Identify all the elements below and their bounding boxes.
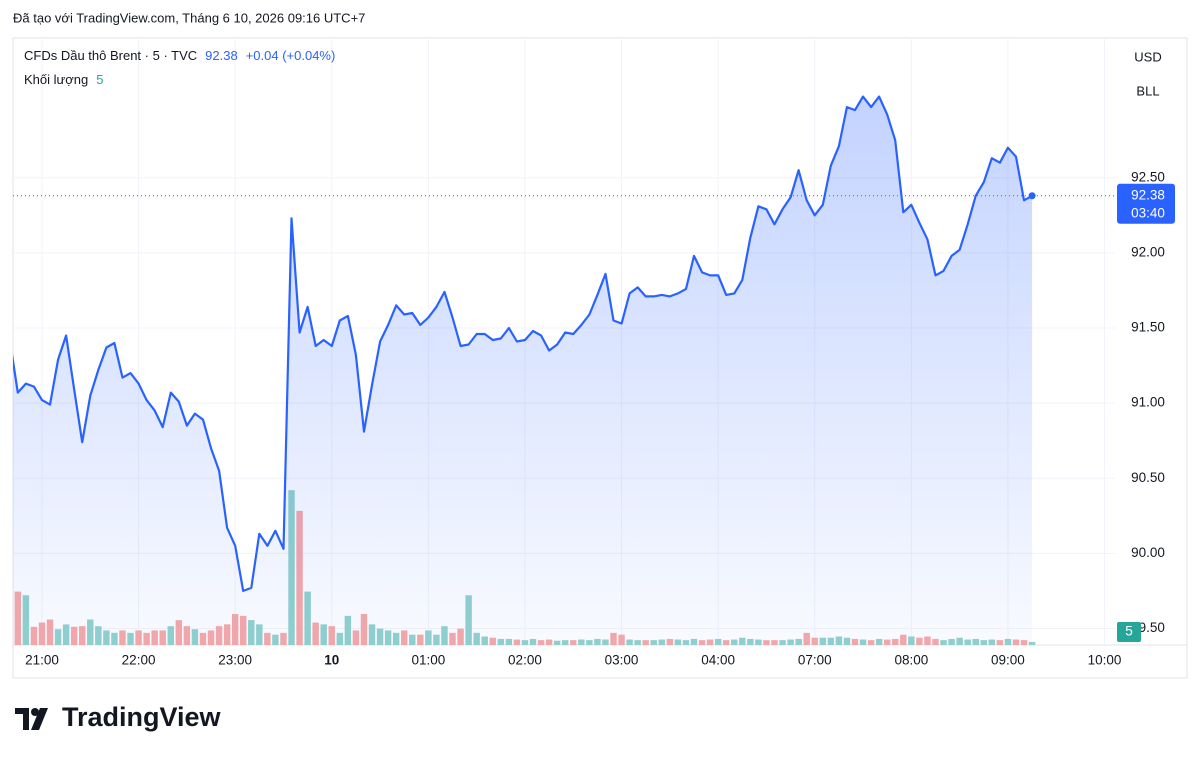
volume-badge bbox=[1117, 621, 1141, 642]
currency: USD bbox=[1134, 49, 1161, 64]
price-line bbox=[13, 95, 1033, 592]
x-tick-label: 10 bbox=[324, 653, 339, 668]
last-point bbox=[1028, 192, 1036, 200]
unit: BLL bbox=[1136, 83, 1159, 98]
plot bbox=[7, 95, 1036, 645]
x-tick-label: 08:00 bbox=[894, 653, 928, 668]
x-tick-label: 23:00 bbox=[218, 653, 252, 668]
y-tick-label: 91.50 bbox=[1131, 320, 1165, 335]
volume-value: 5 bbox=[96, 72, 103, 87]
area bbox=[13, 96, 1033, 645]
x-tick-label: 03:00 bbox=[605, 653, 639, 668]
brand-logo bbox=[15, 708, 48, 730]
y-tick-label: 91.00 bbox=[1131, 395, 1165, 410]
x-tick-label: 21:00 bbox=[25, 653, 59, 668]
last-price-badge bbox=[1117, 183, 1175, 224]
y-tick-label: 90.00 bbox=[1131, 545, 1165, 560]
y-tick-label: 92.50 bbox=[1131, 169, 1165, 184]
overlay: 89.5090.0090.5091.0091.5092.0092.5021:00… bbox=[13, 169, 1175, 668]
change: +0.04 (+0.04%) bbox=[246, 48, 336, 63]
y-tick-label: 92.00 bbox=[1131, 244, 1165, 259]
y-tick-label: 90.50 bbox=[1131, 470, 1165, 485]
volume-badge-label: 5 bbox=[1125, 624, 1133, 639]
legend-volume: Khối lượng 5 bbox=[24, 72, 103, 87]
countdown: 03:40 bbox=[1131, 205, 1165, 220]
x-tick-label: 22:00 bbox=[122, 653, 156, 668]
volume-bar bbox=[7, 596, 13, 645]
x-tick-label: 04:00 bbox=[701, 653, 735, 668]
x-tick-label: 10:00 bbox=[1088, 653, 1122, 668]
created-note: Đã tạo với TradingView.com, Tháng 6 10, … bbox=[13, 10, 365, 25]
x-tick-label: 01:00 bbox=[411, 653, 445, 668]
symbol: CFDs Dầu thô Brent · 5 · TVC bbox=[24, 48, 197, 63]
x-tick-label: 09:00 bbox=[991, 653, 1025, 668]
volume-label: Khối lượng bbox=[24, 72, 88, 87]
x-tick-label: 02:00 bbox=[508, 653, 542, 668]
last-price-label: 92.38 bbox=[1131, 187, 1165, 202]
brand: TradingView bbox=[62, 702, 222, 732]
legend-symbol: CFDs Dầu thô Brent · 5 · TVC 92.38 +0.04 (… bbox=[24, 48, 335, 63]
x-tick-label: 07:00 bbox=[798, 653, 832, 668]
price: 92.38 bbox=[205, 48, 238, 63]
